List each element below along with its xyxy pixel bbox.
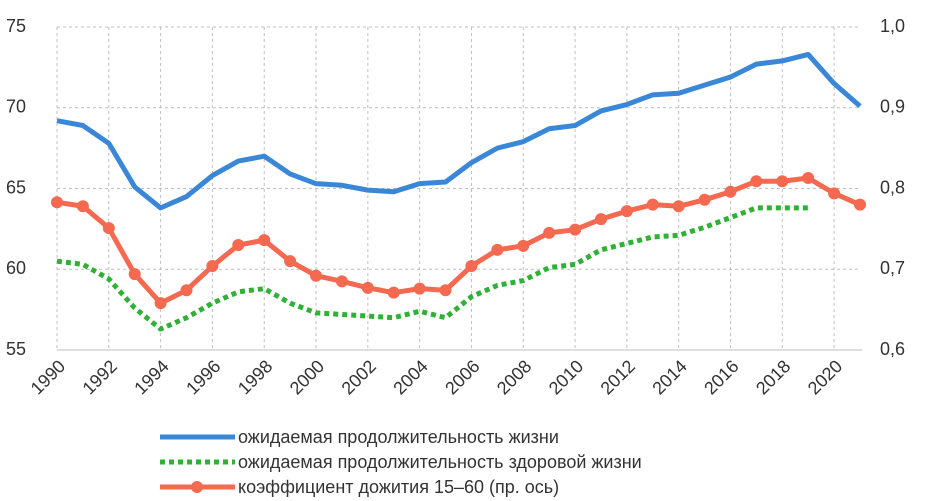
y-tick-label: 70 (6, 97, 26, 117)
x-tick-label: 2000 (286, 356, 328, 398)
x-tick-label: 1990 (27, 356, 69, 398)
legend-marker (191, 481, 203, 493)
x-tick-label: 2020 (804, 356, 846, 398)
legend-label: коэффициент дожития 15–60 (пр. ось) (238, 477, 559, 497)
y-tick-label: 65 (6, 177, 26, 197)
point (76, 200, 89, 213)
point (776, 175, 789, 188)
x-tick-label: 1992 (79, 356, 121, 398)
x-tick-label: 1996 (182, 356, 224, 398)
point (620, 205, 633, 218)
point (128, 268, 141, 281)
point (102, 222, 115, 235)
point (569, 223, 582, 236)
x-tick-label: 2002 (338, 356, 380, 398)
x-tick-label: 2006 (441, 356, 483, 398)
point (284, 255, 297, 268)
point (387, 286, 400, 299)
x-tick-label: 2010 (545, 356, 587, 398)
y-tick-label: 75 (6, 16, 26, 36)
x-tick-label: 2018 (752, 356, 794, 398)
y-tick-label: 55 (6, 339, 26, 359)
point (491, 243, 504, 256)
x-tick-label: 2012 (597, 356, 639, 398)
legend-label: ожидаемая продолжительность здоровой жиз… (238, 452, 642, 472)
series-line (56, 205, 809, 332)
legend-label: ожидаемая продолжительность жизни (238, 427, 559, 447)
point (517, 239, 530, 252)
x-tick-label: 2014 (648, 356, 690, 398)
x-tick-label: 1994 (130, 356, 172, 398)
point (750, 175, 763, 188)
point (543, 226, 556, 239)
y2-tick-label: 1,0 (880, 16, 905, 36)
point (465, 260, 478, 273)
y2-tick-label: 0,6 (880, 339, 905, 359)
point (154, 297, 167, 310)
point (828, 187, 841, 200)
point (672, 200, 685, 213)
y2-tick-label: 0,8 (880, 177, 905, 197)
y2-tick-label: 0,7 (880, 258, 905, 278)
point (854, 198, 866, 211)
series-line (56, 51, 862, 211)
point (724, 185, 737, 198)
point (413, 282, 426, 295)
point (439, 284, 452, 297)
point (698, 193, 711, 206)
x-tick-label: 2016 (700, 356, 742, 398)
point (206, 260, 219, 273)
point (310, 269, 323, 282)
point (232, 239, 245, 252)
y2-tick-label: 0,9 (880, 97, 905, 117)
x-tick-label: 2004 (389, 356, 431, 398)
point (361, 281, 374, 294)
x-tick-label: 2008 (493, 356, 535, 398)
x-tick-label: 1998 (234, 356, 276, 398)
point (594, 213, 607, 226)
point (180, 284, 193, 297)
point (258, 234, 271, 247)
series-line (56, 175, 862, 306)
point (802, 172, 815, 185)
point (51, 196, 63, 209)
y-tick-label: 60 (6, 258, 26, 278)
point (646, 198, 659, 211)
point (335, 275, 348, 288)
